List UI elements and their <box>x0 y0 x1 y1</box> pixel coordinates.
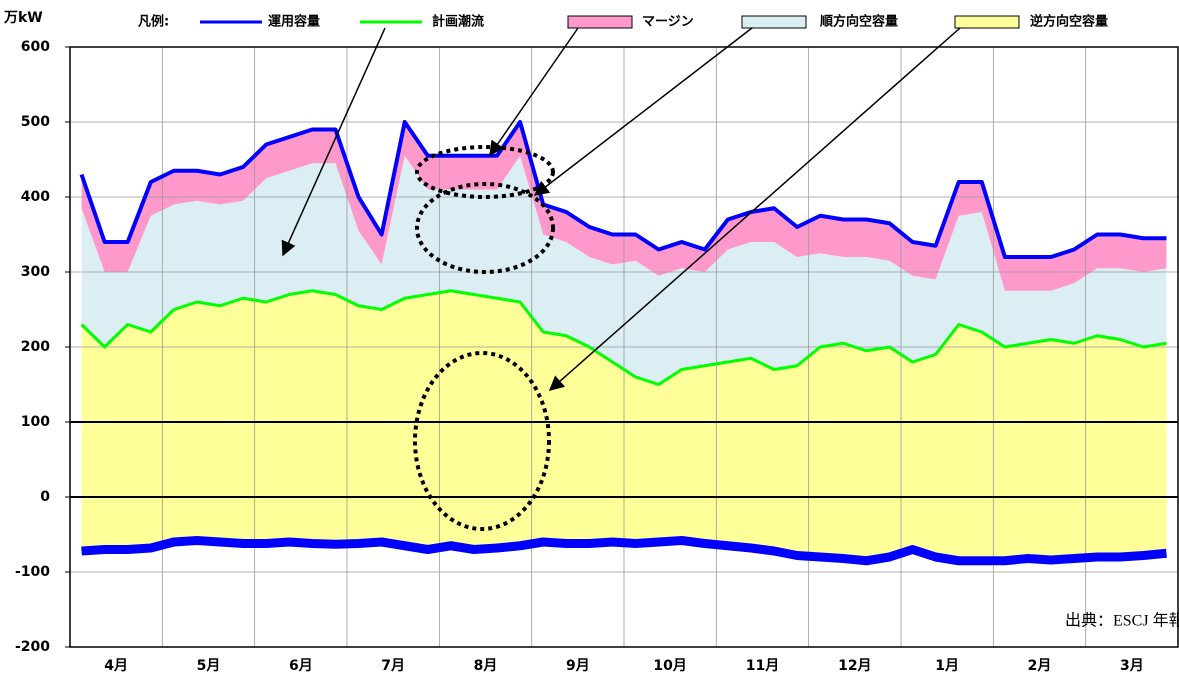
x-tick-label: 12月 <box>838 658 871 674</box>
legend-label: 順方向空容量 <box>820 14 898 30</box>
x-tick-label: 10月 <box>653 658 686 674</box>
legend-label: 逆方向空容量 <box>1030 14 1108 30</box>
highlight-ellipse <box>413 351 551 531</box>
arrow <box>489 27 579 157</box>
legend-swatch <box>954 15 1020 29</box>
x-tick-label: 9月 <box>566 658 590 674</box>
y-tick-label: 100 <box>21 414 50 430</box>
x-tick-label: 3月 <box>1120 658 1144 674</box>
margin-area <box>81 122 1167 291</box>
legend-label: 運用容量 <box>268 14 320 30</box>
y-tick-label: 400 <box>21 189 50 205</box>
legend-swatch <box>567 15 633 29</box>
arrow <box>548 27 961 391</box>
x-tick-label: 1月 <box>935 658 959 674</box>
x-tick-label: 11月 <box>746 658 779 674</box>
planned-flow-line <box>80 289 1167 386</box>
y-tick-label: 200 <box>21 339 50 355</box>
legend-label: マージン <box>642 15 694 30</box>
x-tick-label: 5月 <box>197 658 221 674</box>
x-tick-label: 7月 <box>381 658 405 674</box>
legend-title: 凡例: <box>138 14 169 30</box>
highlight-ellipse <box>415 145 555 199</box>
y-tick-label: 0 <box>40 489 50 505</box>
y-tick-label: 600 <box>21 39 50 55</box>
x-tick-label: 4月 <box>104 658 128 674</box>
x-tick-label: 2月 <box>1028 658 1052 674</box>
reverse-capacity-line <box>81 536 1167 566</box>
x-tick-label: 8月 <box>474 658 498 674</box>
legend-label: 計画潮流 <box>432 14 484 30</box>
y-tick-label: -200 <box>15 639 50 655</box>
y-tick-label: -100 <box>15 564 50 580</box>
y-unit: 万kW <box>3 10 43 26</box>
highlight-ellipse <box>415 182 555 274</box>
plot-frame <box>69 46 1179 648</box>
y-tick-label: 300 <box>21 264 50 280</box>
y-tick-label: 500 <box>21 114 50 130</box>
legend-swatch <box>741 15 807 29</box>
capacity-line <box>79 120 1167 259</box>
arrow <box>281 27 386 257</box>
x-tick-label: 6月 <box>289 658 313 674</box>
source-note: 出典：ESCJ 年報 <box>1065 612 1179 630</box>
arrow <box>533 27 753 196</box>
annotations <box>281 27 961 531</box>
plot-area <box>70 46 1178 648</box>
